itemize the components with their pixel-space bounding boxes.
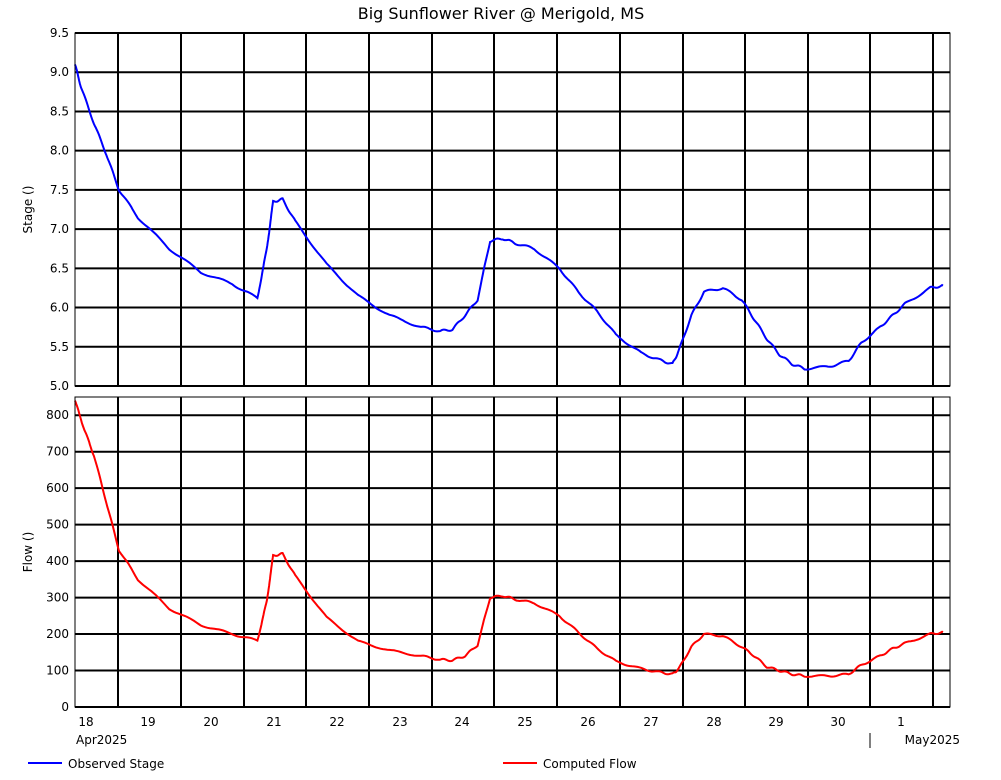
x-tick-label: 26 [580, 715, 595, 729]
y-tick-label: 200 [46, 627, 69, 641]
y-tick-label: 7.0 [50, 222, 69, 236]
stage-y-axis-label: Stage () [21, 186, 35, 234]
y-tick-label: 8.0 [50, 144, 69, 158]
x-tick-label: 1 [897, 715, 905, 729]
computed-flow-line [74, 400, 944, 678]
stage-y-ticks: 5.0 5.5 6.0 6.5 7.0 7.5 8.0 8.5 9.0 9.5 [50, 26, 69, 393]
x-tick-label: 27 [643, 715, 658, 729]
y-tick-label: 7.5 [50, 183, 69, 197]
y-tick-label: 100 [46, 664, 69, 678]
legend: Observed Stage Computed Flow [28, 757, 637, 771]
y-tick-label: 300 [46, 591, 69, 605]
flow-y-axis-label: Flow () [21, 532, 35, 573]
flow-y-ticks: 0 100 200 300 400 500 600 700 800 [46, 408, 69, 714]
x-tick-label: 22 [329, 715, 344, 729]
chart-title: Big Sunflower River @ Merigold, MS [358, 4, 645, 23]
x-tick-label: 19 [140, 715, 155, 729]
observed-stage-line [74, 64, 944, 371]
flow-grid [75, 397, 950, 708]
x-tick-label: 18 [78, 715, 93, 729]
stage-panel: 5.0 5.5 6.0 6.5 7.0 7.5 8.0 8.5 9.0 9.5 Stage () [21, 26, 951, 393]
y-tick-label: 6.5 [50, 261, 69, 275]
x-tick-label: 24 [454, 715, 469, 729]
legend-label-observed-stage: Observed Stage [68, 757, 164, 771]
y-tick-label: 500 [46, 518, 69, 532]
flow-plot-frame [74, 396, 951, 708]
x-tick-label: 28 [706, 715, 721, 729]
y-tick-label: 5.0 [50, 379, 69, 393]
x-tick-label: 23 [392, 715, 407, 729]
x-axis-day-labels: 18 19 20 21 22 23 24 25 26 27 28 29 30 1 [78, 715, 904, 729]
y-tick-label: 0 [61, 700, 69, 714]
flow-panel: 0 100 200 300 400 500 600 700 800 Flow () [21, 396, 951, 714]
y-tick-label: 800 [46, 408, 69, 422]
stage-plot-frame [74, 32, 951, 387]
x-tick-label: 21 [266, 715, 281, 729]
x-tick-label: 29 [768, 715, 783, 729]
y-tick-label: 8.5 [50, 104, 69, 118]
x-axis-month-label-may: May2025 [905, 733, 960, 747]
x-tick-label: 30 [830, 715, 845, 729]
y-tick-label: 600 [46, 481, 69, 495]
stage-grid [75, 32, 950, 387]
y-tick-label: 9.0 [50, 65, 69, 79]
y-tick-label: 700 [46, 445, 69, 459]
x-tick-label: 25 [517, 715, 532, 729]
legend-label-computed-flow: Computed Flow [543, 757, 637, 771]
y-tick-label: 5.5 [50, 340, 69, 354]
y-tick-label: 9.5 [50, 26, 69, 40]
y-tick-label: 400 [46, 554, 69, 568]
x-axis-month-label-apr: Apr2025 [76, 733, 127, 747]
y-tick-label: 6.0 [50, 301, 69, 315]
x-tick-label: 20 [203, 715, 218, 729]
